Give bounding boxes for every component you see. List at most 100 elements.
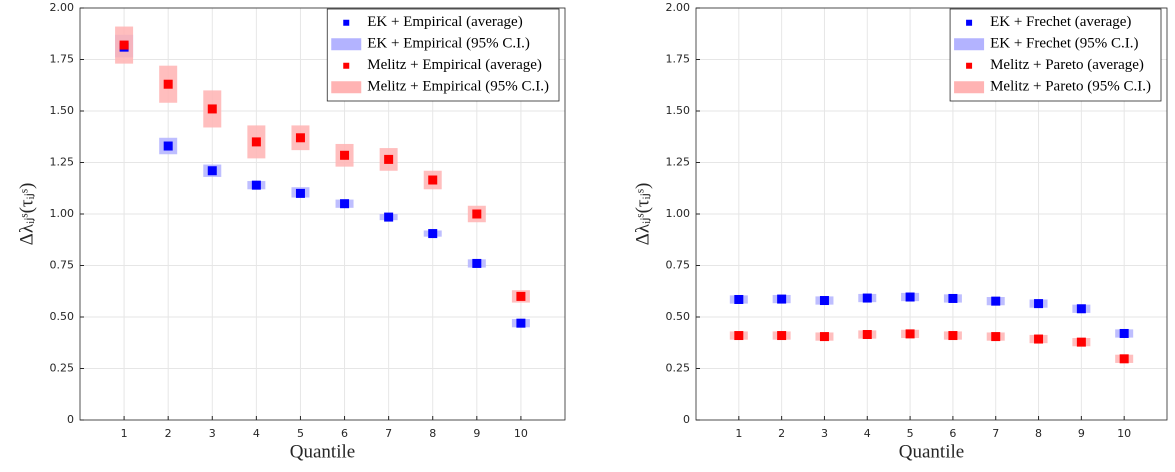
x-tick-label: 6 xyxy=(341,427,348,440)
average-marker xyxy=(991,332,1001,342)
x-tick-label: 7 xyxy=(385,427,392,440)
y-tick-label: 1.50 xyxy=(666,104,691,117)
y-tick-label: 0.25 xyxy=(50,362,75,375)
x-tick-label: 4 xyxy=(864,427,871,440)
average-marker xyxy=(777,331,787,341)
average-marker xyxy=(734,331,744,341)
y-tick-label: 1.00 xyxy=(666,207,691,220)
y-tick-label: 0.25 xyxy=(666,362,691,375)
average-marker xyxy=(1119,354,1129,364)
legend-label: EK + Frechet (95% C.I.) xyxy=(990,36,1138,52)
x-tick-label: 9 xyxy=(1078,427,1085,440)
legend-label: Melitz + Pareto (average) xyxy=(990,57,1144,73)
legend-swatch xyxy=(343,62,350,69)
average-marker xyxy=(163,141,173,151)
x-tick-label: 8 xyxy=(1035,427,1042,440)
x-tick-label: 4 xyxy=(253,427,260,440)
average-marker xyxy=(207,104,217,114)
average-marker xyxy=(340,199,350,209)
y-tick-label: 2.00 xyxy=(666,1,691,14)
y-tick-label: 0 xyxy=(683,413,690,426)
x-tick-label: 2 xyxy=(778,427,785,440)
average-marker xyxy=(516,291,526,301)
average-marker xyxy=(472,209,482,219)
x-tick-label: 1 xyxy=(121,427,128,440)
average-marker xyxy=(251,180,261,190)
y-tick-label: 0.75 xyxy=(666,259,691,272)
y-tick-label: 1.75 xyxy=(666,53,691,66)
axes-box xyxy=(695,7,1168,421)
average-marker xyxy=(948,331,958,341)
legend-swatch xyxy=(331,81,362,94)
legend-label: Melitz + Pareto (95% C.I.) xyxy=(990,79,1151,95)
x-tick-label: 1 xyxy=(735,427,742,440)
x-axis-label: Quantile xyxy=(899,441,964,462)
y-tick-label: 1.25 xyxy=(666,156,691,169)
average-marker xyxy=(163,79,173,89)
legend-swatch xyxy=(343,19,350,26)
average-marker xyxy=(1034,334,1044,344)
y-axis-label: Δλᵢⱼˢ(τᵢⱼˢ) xyxy=(632,183,653,246)
legend-swatch xyxy=(331,38,362,51)
average-marker xyxy=(1076,337,1086,347)
average-marker xyxy=(516,318,526,328)
average-marker xyxy=(1034,299,1044,309)
legend-swatch xyxy=(966,19,973,26)
x-tick-label: 5 xyxy=(907,427,914,440)
average-marker xyxy=(777,294,787,304)
average-marker xyxy=(207,166,217,176)
average-marker xyxy=(428,229,438,239)
x-tick-label: 7 xyxy=(992,427,999,440)
y-tick-label: 1.00 xyxy=(50,207,75,220)
x-tick-label: 10 xyxy=(514,427,528,440)
average-marker xyxy=(384,212,394,222)
y-tick-label: 1.75 xyxy=(50,53,75,66)
average-marker xyxy=(862,330,872,340)
y-tick-label: 2.00 xyxy=(50,1,75,14)
y-tick-label: 1.50 xyxy=(50,104,75,117)
average-marker xyxy=(472,258,482,268)
average-marker xyxy=(428,175,438,185)
average-marker xyxy=(862,293,872,303)
x-tick-label: 8 xyxy=(429,427,436,440)
average-marker xyxy=(295,188,305,198)
y-axis-label: Δλᵢⱼˢ(τᵢⱼˢ) xyxy=(16,183,37,246)
y-tick-label: 0.50 xyxy=(50,310,75,323)
subplot: 0 0.25 0.50 0.75 1.00 1.25 1.50 1.75 2.00 1 2 3 4 5 6 7… xyxy=(632,1,1168,462)
legend-label: EK + Frechet (average) xyxy=(990,14,1131,30)
average-marker xyxy=(819,332,829,342)
legend-label: Melitz + Empirical (95% C.I.) xyxy=(367,79,549,95)
subplot: 0 0.25 0.50 0.75 1.00 1.25 1.50 1.75 2.00 1 2 3 4 5 6 7… xyxy=(16,1,566,462)
x-tick-label: 3 xyxy=(821,427,828,440)
legend-swatch xyxy=(954,81,985,94)
x-tick-label: 6 xyxy=(949,427,956,440)
average-marker xyxy=(734,294,744,304)
average-marker xyxy=(819,296,829,306)
average-marker xyxy=(251,137,261,147)
average-marker xyxy=(905,292,915,302)
x-tick-label: 2 xyxy=(165,427,172,440)
x-tick-label: 10 xyxy=(1117,427,1131,440)
legend-swatch xyxy=(966,62,973,69)
x-tick-label: 3 xyxy=(209,427,216,440)
average-marker xyxy=(948,293,958,303)
x-tick-label: 5 xyxy=(297,427,304,440)
y-tick-label: 0 xyxy=(67,413,74,426)
legend-label: EK + Empirical (95% C.I.) xyxy=(367,36,530,52)
legend-label: EK + Empirical (average) xyxy=(367,14,522,30)
average-marker xyxy=(1119,328,1129,338)
average-marker xyxy=(905,329,915,339)
legend-swatch xyxy=(954,38,985,51)
x-tick-label: 9 xyxy=(473,427,480,440)
legend-label: Melitz + Empirical (average) xyxy=(367,57,542,73)
legend-box xyxy=(326,8,560,102)
average-marker xyxy=(340,150,350,160)
legend: EK + Frechet (average) EK + Frechet (95% … xyxy=(949,8,1162,102)
x-axis-label: Quantile xyxy=(290,441,355,462)
legend: EK + Empirical (average) EK + Empirical (… xyxy=(326,8,560,102)
average-marker xyxy=(119,40,129,50)
y-tick-label: 0.75 xyxy=(50,259,75,272)
average-marker xyxy=(295,133,305,143)
y-tick-label: 1.25 xyxy=(50,156,75,169)
